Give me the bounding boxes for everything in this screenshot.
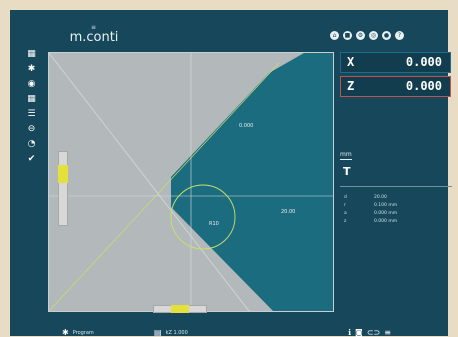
horizontal-slider-handle[interactable] — [171, 305, 189, 313]
grid-icon[interactable]: ▦ — [27, 49, 36, 59]
drawing-canvas[interactable]: 0.000 20.00 R10 — [48, 52, 334, 313]
tool-icon[interactable]: T — [343, 165, 351, 178]
info-row: r 0.100 mm — [344, 202, 440, 210]
settings-icon: ✱ — [62, 328, 69, 337]
list-icon[interactable]: ☰ — [27, 109, 36, 119]
save-icon[interactable]: ■ — [343, 31, 352, 40]
vertical-slider-handle[interactable] — [58, 165, 68, 183]
diagonal-label: 0.000 — [239, 123, 253, 129]
document-icon: ▤ — [154, 328, 162, 337]
info-row: z 0.000 mm — [344, 218, 440, 226]
x-value: 0.000 — [405, 55, 442, 69]
teal-region — [171, 53, 333, 311]
check-icon[interactable]: ✔ — [27, 154, 36, 164]
guide-line — [49, 62, 280, 311]
z-label: Z — [347, 79, 355, 93]
camera-icon[interactable]: ◙ — [355, 328, 363, 337]
radius-label: R10 — [209, 221, 219, 227]
profile-icon[interactable]: ● — [382, 31, 391, 40]
info-row: a 0.000 mm — [344, 210, 440, 218]
info-row: d 20.00 — [344, 194, 440, 202]
divider — [340, 186, 452, 187]
tool-circle — [170, 184, 236, 250]
app-window: ≡ m.conti ⌂ ■ ⚙ ◎ ● ? ▦ ✱ ◉ ▦ ☰ ⊖ ◔ ✔ 0.… — [10, 10, 452, 337]
program-label: Program — [72, 329, 94, 336]
info-key: a — [344, 211, 347, 216]
info-key: z — [344, 219, 347, 224]
status-text: kZ 1.000 — [165, 329, 188, 336]
info-key: r — [344, 203, 346, 208]
program-button[interactable]: ✱ Program — [62, 328, 94, 337]
pie-icon[interactable]: ◔ — [27, 139, 36, 149]
info-key: d — [344, 195, 347, 200]
canvas-graphics: 0.000 20.00 R10 — [49, 53, 333, 311]
unit-selector[interactable]: mm — [340, 151, 352, 160]
logo-text: m.conti — [69, 30, 119, 45]
info-value: 0.000 mm — [374, 211, 398, 216]
settings-icon[interactable]: ✱ — [27, 64, 36, 74]
bottom-toolbar: ℹ ◙ ⊂⊃ ≡ — [348, 328, 391, 337]
menu-icon[interactable]: ≡ — [384, 328, 391, 337]
right-label: 20.00 — [281, 209, 295, 215]
z-coordinate-field[interactable]: Z 0.000 — [340, 76, 451, 97]
target-icon[interactable]: ◉ — [27, 79, 36, 89]
left-toolbar: ▦ ✱ ◉ ▦ ☰ ⊖ ◔ ✔ — [27, 50, 36, 164]
info-value: 0.000 mm — [374, 219, 398, 224]
header-toolbar: ⌂ ■ ⚙ ◎ ● ? — [330, 31, 404, 40]
logo-mark: ≡ — [90, 24, 98, 31]
horizontal-slider[interactable] — [153, 305, 207, 313]
layout-icon[interactable]: ▦ — [27, 94, 36, 104]
info-value: 20.00 — [374, 195, 387, 200]
info-table: d 20.00 r 0.100 mm a 0.000 mm z 0.000 mm — [344, 194, 440, 226]
info-value: 0.100 mm — [374, 203, 398, 208]
x-coordinate-field[interactable]: X 0.000 — [340, 52, 451, 73]
link-icon[interactable]: ⊂⊃ — [366, 328, 381, 337]
guide-line — [49, 53, 250, 311]
home-icon[interactable]: ⌂ — [330, 31, 339, 40]
info-icon[interactable]: ℹ — [348, 328, 352, 337]
vertical-slider[interactable] — [58, 151, 68, 226]
status-item: ▤ kZ 1.000 — [154, 328, 188, 337]
logo: ≡ m.conti — [62, 24, 126, 45]
settings-icon[interactable]: ⚙ — [356, 31, 365, 40]
help-icon[interactable]: ? — [395, 31, 404, 40]
globe-icon[interactable]: ◎ — [369, 31, 378, 40]
x-label: X — [347, 55, 355, 69]
minus-icon[interactable]: ⊖ — [27, 124, 36, 134]
z-value: 0.000 — [405, 79, 442, 93]
